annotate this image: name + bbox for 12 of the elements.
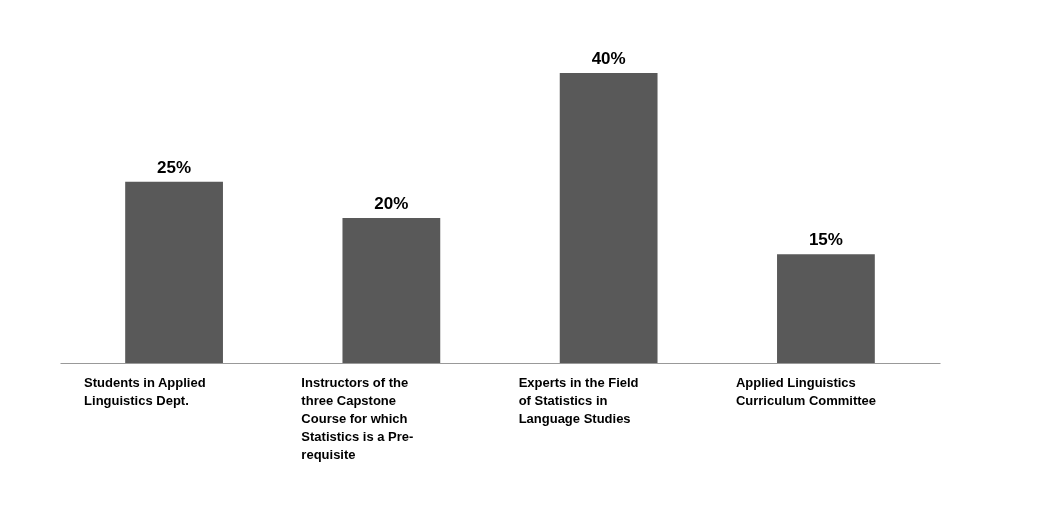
data-label: 15% (808, 230, 843, 250)
x-tick-label: Instructors of the three Capstone Course for which Statistics is a Pre-requisite (301, 375, 414, 462)
bar (559, 73, 658, 363)
bar (777, 254, 875, 363)
x-tick-label: Students in Applied Linguistics Dept. (84, 375, 206, 408)
bar (342, 218, 441, 363)
data-label: 20% (374, 194, 409, 213)
bar (125, 181, 223, 363)
x-tick-label: Applied Linguistics Curriculum Committee (735, 375, 877, 408)
data-label: 40% (591, 49, 626, 68)
x-tick-label: Experts in the Field of Statistics in Language Studies (518, 375, 639, 426)
data-label: 25% (157, 157, 192, 177)
